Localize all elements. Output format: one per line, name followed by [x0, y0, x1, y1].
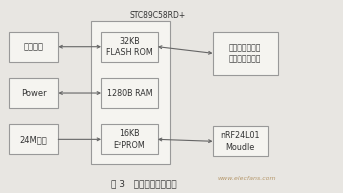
Bar	[101, 78, 158, 108]
Bar	[91, 21, 170, 164]
FancyArrowPatch shape	[58, 138, 100, 141]
Text: 根据实际应用需
求进行扩展设计: 根据实际应用需 求进行扩展设计	[229, 43, 261, 64]
Bar	[9, 78, 58, 108]
Bar	[9, 32, 58, 62]
FancyArrowPatch shape	[159, 46, 211, 54]
FancyArrowPatch shape	[60, 45, 100, 48]
FancyArrowPatch shape	[159, 138, 211, 142]
Bar	[213, 126, 268, 156]
Text: 1280B RAM: 1280B RAM	[107, 89, 152, 98]
Text: nRF24L01
Moudle: nRF24L01 Moudle	[220, 131, 260, 152]
Bar	[101, 124, 158, 154]
Text: 32KB
FLASH ROM: 32KB FLASH ROM	[106, 37, 153, 57]
Text: www.elecfans.com: www.elecfans.com	[218, 176, 276, 181]
Bar	[213, 32, 278, 75]
FancyArrowPatch shape	[60, 92, 100, 94]
Bar	[9, 124, 58, 154]
Bar	[101, 32, 158, 62]
Text: 24M晶振: 24M晶振	[20, 135, 47, 144]
Text: 图 3   终端节点实验方案: 图 3 终端节点实验方案	[111, 179, 177, 188]
Text: 16KB
E²PROM: 16KB E²PROM	[114, 129, 145, 150]
Text: 复位电路: 复位电路	[23, 42, 44, 51]
Text: Power: Power	[21, 89, 46, 98]
Text: STC89C58RD+: STC89C58RD+	[130, 11, 186, 20]
